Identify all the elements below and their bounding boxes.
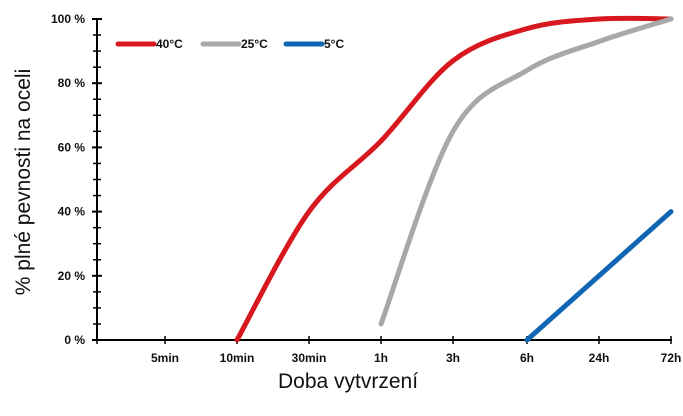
y-tick-label: 40 % (58, 205, 86, 219)
y-tick-label: 60 % (58, 140, 86, 154)
x-tick-label: 3h (446, 351, 460, 365)
axes: 0 % 20 % 40 % 60 % 80 % 100 % 5min 10min 30min 1h… (51, 12, 681, 365)
x-tick-label: 6h (520, 351, 534, 365)
x-tick-label: 30min (292, 351, 327, 365)
legend-label: 5°C (324, 37, 344, 51)
legend: 40°C 25°C 5°C (115, 37, 344, 51)
x-axis-label: Doba vytvrzení (278, 370, 418, 393)
y-axis-label: % plné pevnosti na oceli (12, 69, 35, 295)
x-tick-label: 72h (661, 351, 682, 365)
series-layer (234, 15, 674, 343)
y-tick-label: 100 % (51, 12, 85, 26)
series-line-25c (378, 16, 674, 327)
legend-label: 40°C (156, 37, 183, 51)
series-line-5c (524, 209, 674, 343)
x-tick-label: 10min (220, 351, 255, 365)
x-tick-label: 5min (151, 351, 179, 365)
y-tick-label: 0 % (64, 333, 85, 347)
legend-label: 25°C (241, 37, 268, 51)
series-line-40c (234, 15, 674, 343)
y-tick-label: 20 % (58, 269, 86, 283)
y-tick-label: 80 % (58, 76, 86, 90)
x-tick-label: 24h (589, 351, 610, 365)
x-tick-label: 1h (374, 351, 388, 365)
